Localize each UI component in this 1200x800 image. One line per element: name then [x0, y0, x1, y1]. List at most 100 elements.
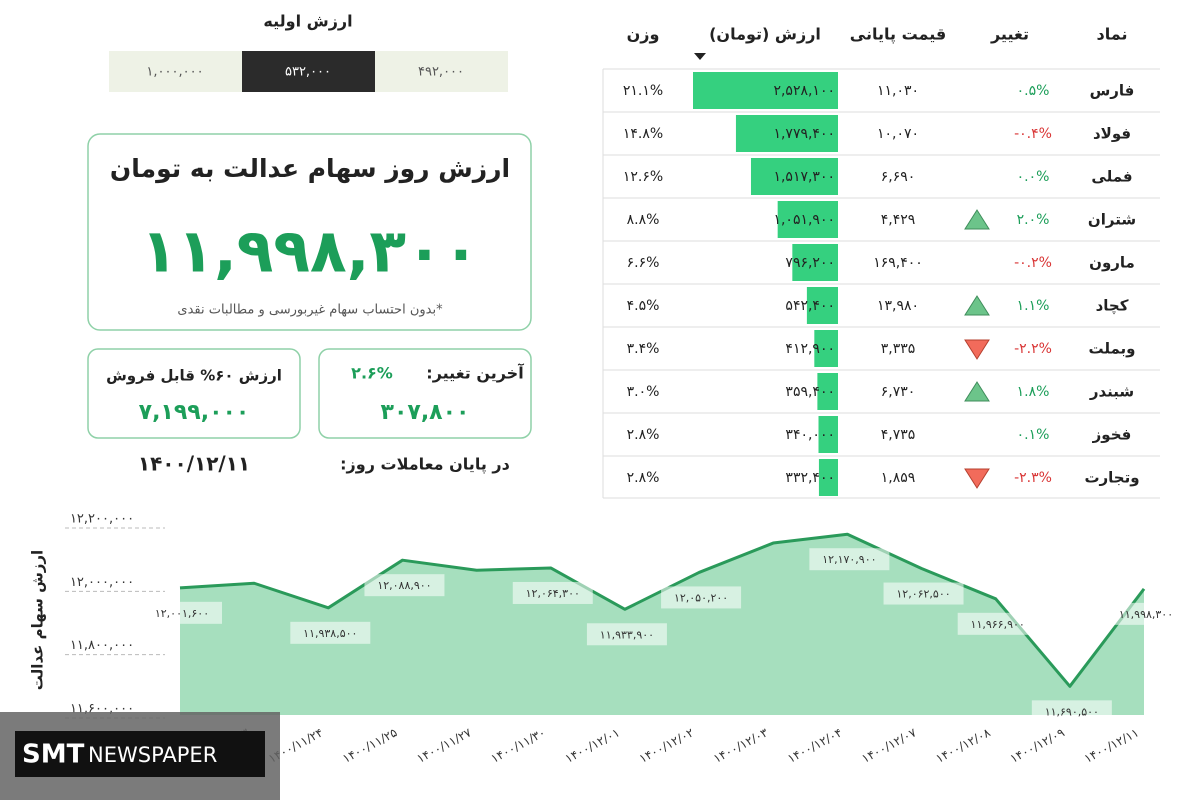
price: ۱۱,۰۳۰: [877, 83, 919, 99]
value-bar: [693, 72, 838, 109]
sellable-card: [87, 348, 301, 439]
label-box: [290, 621, 371, 644]
change: -۰.۲%: [1014, 255, 1052, 271]
price: ۱۶۹,۴۰۰: [873, 255, 923, 271]
value: ۲,۵۲۸,۱۰۰: [773, 83, 835, 99]
data-label: ۱۲,۰۶۴,۳۰۰: [526, 587, 580, 600]
weight: ۴.۵%: [627, 298, 660, 314]
footer-date: ۱۴۰۰/۱۲/۱۱: [138, 452, 250, 476]
label-box: [512, 581, 593, 604]
x-tick-label: ۱۴۰۰/۱۱/۲۷: [414, 725, 474, 766]
x-tick-label: ۱۴۰۰/۱۲/۰۲: [637, 725, 696, 765]
data-label: ۱۱,۹۳۸,۵۰۰: [303, 627, 357, 640]
value: ۱,۷۷۹,۴۰۰: [773, 126, 835, 142]
price: ۱۳,۹۸۰: [877, 298, 919, 314]
main-title: ارزش روز سهام عدالت به تومان: [110, 154, 510, 184]
data-label: ۱۲,۰۸۸,۹۰۰: [377, 579, 431, 592]
x-tick-label: ۱۴۰۰/۱۲/۰۴: [785, 725, 844, 765]
data-label: ۱۱,۹۹۸,۳۰۰: [1119, 608, 1173, 621]
price: ۶,۷۳۰: [881, 384, 916, 400]
value: ۵۴۲,۴۰۰: [785, 298, 835, 314]
label-box: [586, 623, 667, 646]
y-tick-label: ۱۲,۰۰۰,۰۰۰: [70, 575, 134, 590]
data-label: ۱۲,۰۶۲,۵۰۰: [896, 588, 950, 601]
value: ۳۵۹,۴۰۰: [785, 384, 835, 400]
symbol: فولاد: [1093, 125, 1131, 143]
y-tick-label: ۱۱,۸۰۰,۰۰۰: [70, 638, 134, 653]
data-label: ۱۱,۶۹۰,۵۰۰: [1045, 705, 1099, 718]
change: -۲.۲%: [1014, 341, 1052, 357]
arrow-down: [964, 468, 990, 489]
x-tick-label: ۱۴۰۰/۱۲/۰۳: [711, 725, 771, 766]
symbol: کچاد: [1096, 297, 1129, 316]
arrow-up: [964, 381, 990, 402]
value: ۳۴۰,۰۰۰: [785, 427, 835, 443]
data-label: ۱۱,۹۶۶,۹۰۰: [971, 618, 1025, 631]
x-tick-label: ۱۴۰۰/۱۲/۰۸: [933, 725, 993, 766]
sellable-label: ارزش ۶۰% قابل فروش: [106, 367, 282, 385]
symbol: وبملت: [1088, 340, 1135, 358]
arrow-up: [964, 209, 990, 230]
data-label: ۱۲,۰۵۰,۲۰۰: [674, 591, 728, 604]
symbol: فخوز: [1092, 426, 1132, 444]
option-button[interactable]: [109, 51, 242, 92]
data-label: ۱۲,۱۷۰,۹۰۰: [822, 553, 876, 566]
value: ۱,۰۵۱,۹۰۰: [773, 212, 835, 228]
change: ۰.۰%: [1017, 169, 1050, 185]
price: ۴,۴۲۹: [881, 212, 916, 228]
selector-title: ارزش اولیه: [263, 12, 352, 31]
x-tick-label: ۱۴۰۰/۱۲/۰۷: [859, 725, 919, 766]
price: ۶,۶۹۰: [881, 169, 916, 185]
option-button[interactable]: [375, 51, 508, 92]
x-tick-label: ۱۴۰۰/۱۱/۲۵: [340, 725, 399, 765]
value: ۱,۵۱۷,۳۰۰: [773, 169, 835, 185]
x-tick-label: ۱۴۰۰/۱۲/۰۹: [1008, 725, 1067, 765]
price: ۴,۷۳۵: [881, 427, 916, 443]
value-bar: [814, 330, 838, 367]
change-percent: ۲.۶%: [351, 364, 393, 383]
change: ۱.۱%: [1017, 298, 1050, 314]
table-header: ارزش (تومان): [709, 25, 821, 44]
value-bar: [818, 416, 838, 453]
weight: ۶.۶%: [627, 255, 660, 271]
main-value: ۱۱,۹۹۸,۳۰۰: [141, 217, 480, 287]
label-box: [1106, 602, 1186, 625]
value-bar: [735, 115, 838, 152]
price: ۱۰,۰۷۰: [877, 126, 919, 142]
symbol: شتران: [1088, 211, 1136, 229]
symbol: فملی: [1091, 168, 1132, 186]
option-button[interactable]: [242, 51, 375, 92]
watermark-brand: SMT: [22, 740, 85, 770]
value-bar: [818, 459, 838, 496]
change: ۱.۸%: [1017, 384, 1050, 400]
value-bar: [817, 373, 838, 410]
y-tick-label: ۱۲,۲۰۰,۰۰۰: [70, 512, 134, 527]
arrow-up: [964, 295, 990, 316]
weight: ۲۱.۱%: [623, 83, 663, 99]
change-label: آخرین تغییر:: [426, 363, 524, 383]
label-box: [883, 582, 964, 605]
watermark-word: NEWSPAPER: [88, 743, 217, 767]
arrow-down: [964, 339, 990, 360]
label-box: [1031, 700, 1112, 723]
table-header: قیمت پایانی: [850, 25, 946, 45]
weight: ۲.۸%: [627, 470, 660, 486]
change: ۲.۰%: [1017, 212, 1050, 228]
table-header: وزن: [627, 25, 660, 44]
table-header: تغییر: [990, 25, 1029, 44]
symbol: فارس: [1090, 82, 1135, 100]
label-box: [142, 601, 222, 624]
y-axis-title: ارزش سهام عدالت: [29, 550, 47, 690]
symbol: وتجارت: [1084, 469, 1139, 487]
data-label: ۱۱,۹۳۳,۹۰۰: [600, 628, 654, 641]
value-bar: [777, 201, 838, 238]
change: -۲.۳%: [1014, 470, 1052, 486]
x-tick-label: ۱۴۰۰/۱۲/۱۱: [1082, 725, 1141, 765]
change-value: ۳۰۷,۸۰۰: [381, 400, 470, 425]
weight: ۳.۴%: [627, 341, 660, 357]
main-note: *بدون احتساب سهام غیربورسی و مطالبات نقد…: [177, 303, 443, 318]
footer-label: در پایان معاملات روز:: [340, 455, 510, 475]
option-label: ۵۳۲,۰۰۰: [285, 65, 331, 80]
value: ۳۳۲,۴۰۰: [785, 470, 835, 486]
